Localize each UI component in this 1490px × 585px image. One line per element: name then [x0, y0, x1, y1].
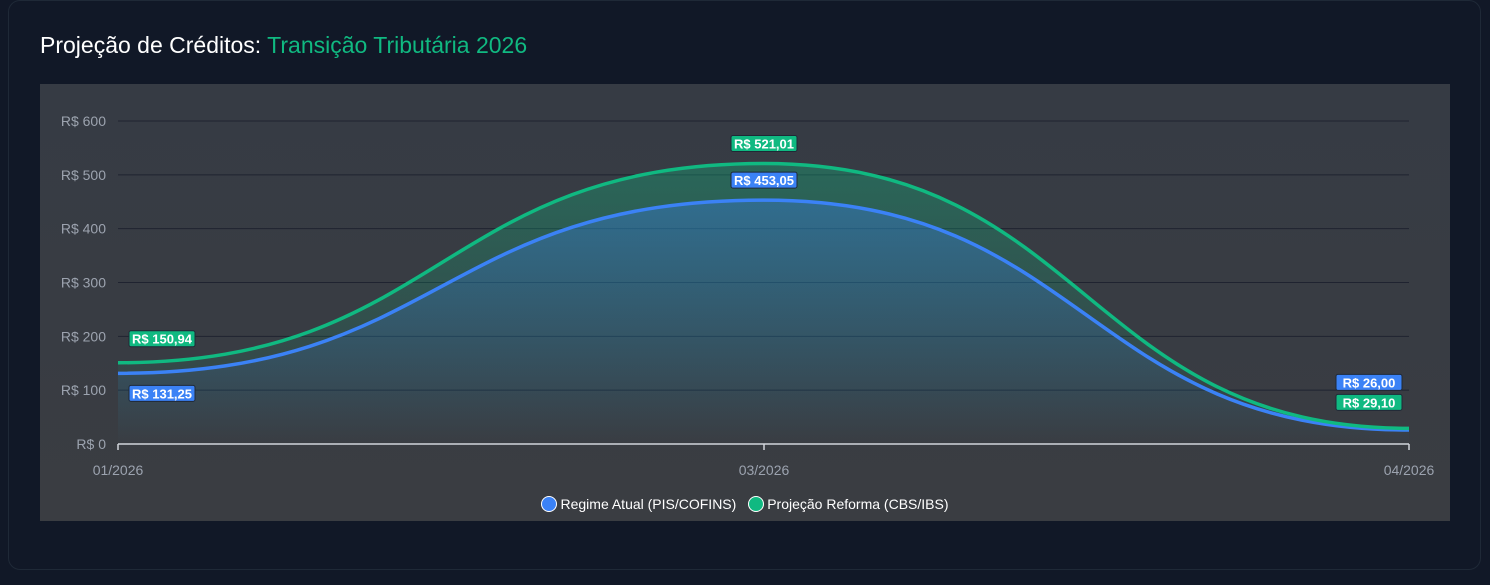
legend-label: Regime Atual (PIS/COFINS) [560, 496, 737, 512]
data-label: R$ 521,01 [734, 137, 794, 152]
legend: Regime Atual (PIS/COFINS) Projeção Refor… [40, 496, 1450, 515]
series-line-1 [117, 161, 1410, 431]
x-tick-label: 01/2026 [93, 462, 144, 478]
y-tick-label: R$ 600 [61, 113, 106, 129]
data-label-bg [730, 171, 798, 189]
y-tick-label: R$ 200 [61, 328, 106, 344]
title-prefix: Projeção de Créditos: [40, 32, 262, 58]
area-0 [118, 200, 1409, 444]
legend-item-regime-atual[interactable]: Regime Atual (PIS/COFINS) [541, 496, 736, 512]
y-tick-label: R$ 100 [61, 382, 106, 398]
y-tick-label: R$ 500 [61, 167, 106, 183]
legend-dot-green [748, 496, 765, 512]
legend-item-projecao-reforma[interactable]: Projeção Reforma (CBS/IBS) [748, 496, 949, 512]
x-tick-label: 03/2026 [739, 462, 790, 478]
chart-area: R$ 0 R$ 100 R$ 200 R$ 300 R$ 400 R$ 500 R$ 600… [40, 84, 1450, 521]
y-tick-label: R$ 0 [76, 436, 106, 452]
legend-label: Projeção Reforma (CBS/IBS) [767, 496, 949, 512]
chart-svg: R$ 0 R$ 100 R$ 200 R$ 300 R$ 400 R$ 500 R$ 600… [61, 113, 1435, 478]
data-label-bg [1335, 393, 1403, 411]
title-accent: Transição Tributária 2026 [267, 32, 528, 58]
y-tick-label: R$ 300 [61, 275, 106, 291]
data-label-bg [1335, 373, 1403, 391]
data-label: R$ 29,10 [1343, 395, 1396, 410]
data-label-bg [128, 384, 196, 402]
card-title: Projeção de Créditos: Transição Tributár… [40, 32, 527, 59]
data-label-bg [730, 135, 798, 153]
chart-card: Projeção de Créditos: Transição Tributár… [8, 0, 1481, 570]
legend-dot-blue [541, 496, 558, 512]
data-label: R$ 150,94 [132, 332, 193, 347]
data-label-bg [128, 330, 196, 348]
y-tick-label: R$ 400 [61, 221, 106, 237]
x-tick-label: 04/2026 [1384, 462, 1435, 478]
series-line-0 [117, 198, 1410, 432]
data-label: R$ 453,05 [734, 173, 794, 188]
data-label: R$ 131,25 [132, 386, 192, 401]
data-label: R$ 26,00 [1343, 375, 1396, 390]
